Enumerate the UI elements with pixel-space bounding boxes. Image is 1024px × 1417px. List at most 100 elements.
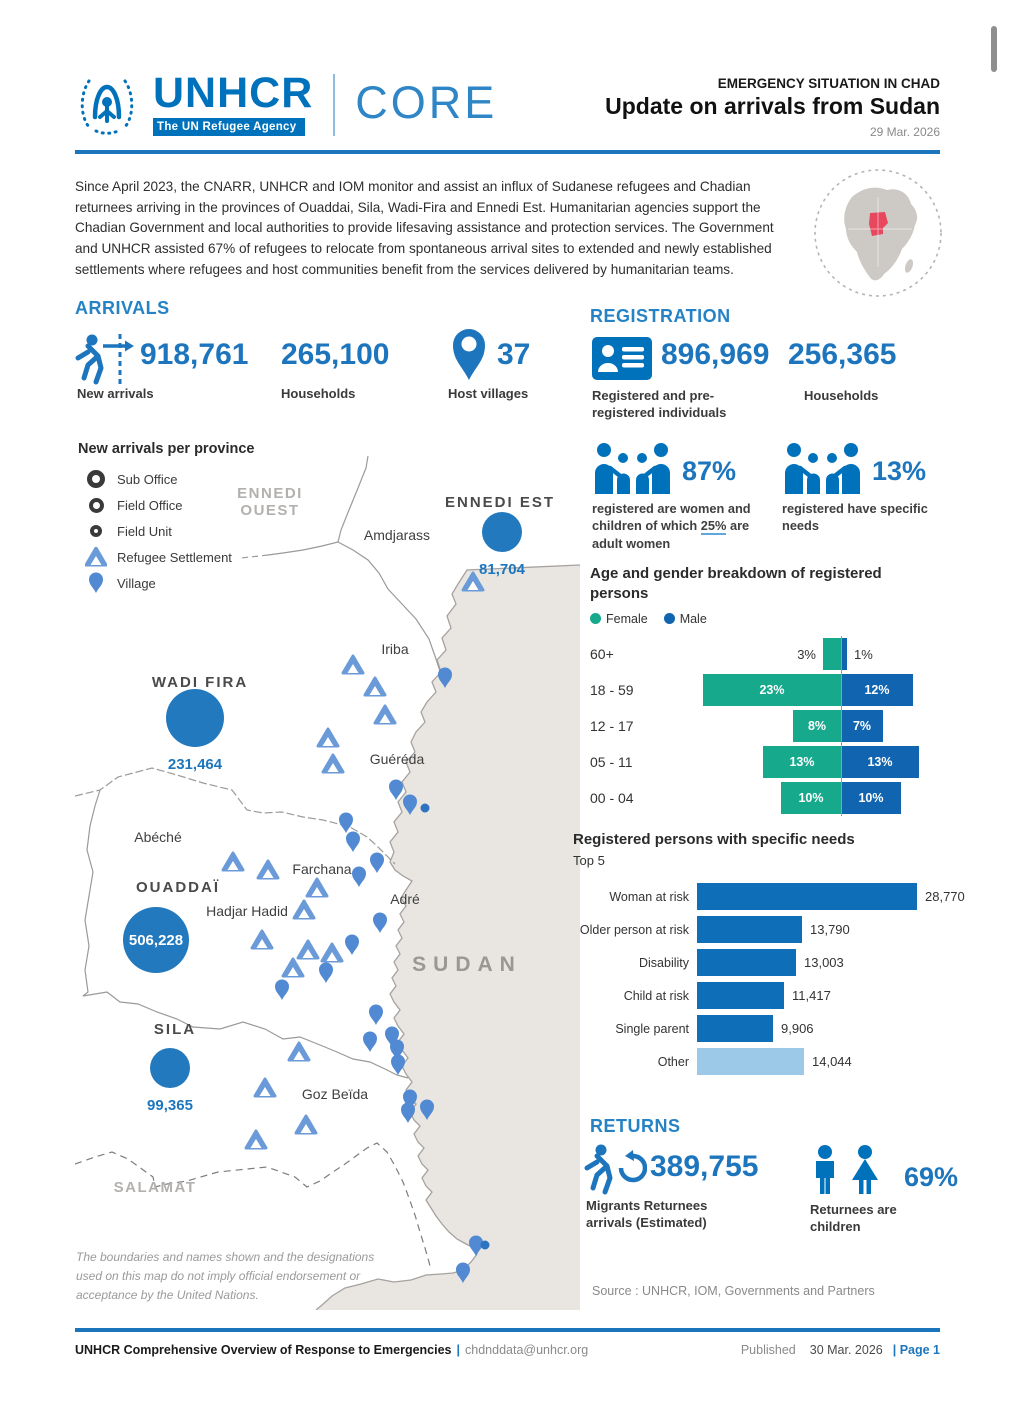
female-side: 13% xyxy=(648,746,841,778)
map-label: SUDAN xyxy=(412,953,522,976)
needs-bar xyxy=(697,949,796,976)
needs-value: 28,770 xyxy=(925,889,965,904)
needs-row: Single parent 9,906 xyxy=(573,1012,953,1045)
arrivals-bubble xyxy=(123,907,189,973)
female-side: 23% xyxy=(648,674,841,706)
needs-bar xyxy=(697,982,784,1009)
published-label: Published xyxy=(740,1343,796,1357)
village-icon xyxy=(275,979,289,1000)
footer-left: UNHCR Comprehensive Overview of Response… xyxy=(75,1343,588,1357)
needs-label: Child at risk xyxy=(623,988,689,1003)
village-icon xyxy=(391,1054,405,1075)
registered-individuals-label: Registered and pre-registered individual… xyxy=(592,388,727,420)
women-children-text: registered are women and children of whi… xyxy=(592,501,751,534)
male-bar: 7% xyxy=(841,710,883,742)
new-arrivals-value: 918,761 xyxy=(140,338,249,371)
email-link[interactable]: chdnddata@unhcr.org xyxy=(465,1343,589,1357)
male-bar: 12% xyxy=(841,674,913,706)
map-legend: Sub Office Field Office Field Unit Refugee … xyxy=(85,466,232,596)
needs-row: Disability 13,003 xyxy=(573,946,953,979)
legend-label: Field Unit xyxy=(117,523,172,539)
village-icon xyxy=(401,1102,415,1123)
map-label: Amdjarass xyxy=(364,527,430,543)
needs-label: Single parent xyxy=(615,1021,689,1036)
refugee-settlement-icon xyxy=(294,1114,318,1135)
legend-label: Field Office xyxy=(117,497,183,513)
map-label: Iriba xyxy=(381,641,408,657)
needs-label: Disability xyxy=(638,955,689,970)
refugee-settlement-icon xyxy=(253,1077,277,1098)
footer-rule xyxy=(75,1328,940,1332)
refugee-settlement-icon xyxy=(281,957,305,978)
sudan-region xyxy=(316,565,580,1310)
needs-chart-title: Registered persons with specific needs xyxy=(573,831,855,848)
female-bar: 8% xyxy=(793,710,841,742)
map-label: SALAMAT xyxy=(114,1179,197,1196)
needs-bar xyxy=(697,916,802,943)
age-group-label: 60+ xyxy=(590,646,614,662)
field-office-marker xyxy=(88,497,104,513)
runner-crossing-border-icon xyxy=(75,334,134,385)
footer-separator: | xyxy=(456,1343,461,1357)
refugee-settlement-icon xyxy=(305,877,329,898)
village-icon xyxy=(346,831,360,852)
page-number: | Page 1 xyxy=(892,1343,940,1357)
refugee-settlement-icon xyxy=(250,929,274,950)
bubble-value: 231,464 xyxy=(168,756,223,773)
village-dot-icon xyxy=(420,803,430,813)
age-gender-title: Age and gender breakdown of registered p… xyxy=(590,565,882,603)
unhcr-emblem-icon xyxy=(80,79,134,135)
map-label: Guéréda xyxy=(370,751,425,767)
needs-label: Other xyxy=(657,1054,689,1069)
female-side: 3% xyxy=(648,638,841,670)
needs-value: 13,790 xyxy=(810,922,850,937)
women-children-label: registered are women and children of whi… xyxy=(592,500,770,552)
pyramid-row: 05 - 11 13% 13% xyxy=(590,744,942,780)
pyramid-row: 00 - 04 10% 10% xyxy=(590,780,942,816)
women-children-pct: 87% xyxy=(682,456,737,486)
border-line xyxy=(315,564,580,1310)
province-line-salamat xyxy=(75,1142,432,1271)
province-map: 81,704 231,464 506,228 99,365 ENNEDI OUEST ENN… xyxy=(75,455,580,1310)
legend-item: Refugee Settlement xyxy=(85,544,232,570)
female-side: 8% xyxy=(648,710,841,742)
refugee-settlement-marker xyxy=(85,547,107,567)
village-icon xyxy=(373,912,387,933)
refugee-settlement-icon xyxy=(244,1129,268,1150)
family-icon xyxy=(595,443,670,494)
age-group-label: 18 - 59 xyxy=(590,682,634,698)
province-line-wadifira xyxy=(75,767,396,865)
legend-item: Sub Office xyxy=(85,466,232,492)
village-icon xyxy=(370,852,384,873)
legend-item: Field Unit xyxy=(85,518,232,544)
map-title: New arrivals per province xyxy=(78,441,255,457)
page-title: Update on arrivals from Sudan xyxy=(605,93,940,119)
legend-item: Village xyxy=(85,570,232,596)
needs-value: 11,417 xyxy=(792,988,831,1003)
pyramid-row: 12 - 17 8% 7% xyxy=(590,708,942,744)
female-bar xyxy=(823,638,841,670)
footer-right: Published 30 Mar. 2026 | Page 1 xyxy=(741,1343,940,1357)
age-gender-legend: Female Male xyxy=(590,612,723,626)
needs-label: Older person at risk xyxy=(579,922,689,937)
age-group-label: 12 - 17 xyxy=(590,718,634,734)
needs-value: 9,906 xyxy=(781,1021,814,1036)
footer-doc-name: UNHCR Comprehensive Overview of Response… xyxy=(75,1343,452,1357)
source-note: Source : UNHCR, IOM, Governments and Par… xyxy=(592,1284,875,1298)
refugee-settlement-icon xyxy=(287,1041,311,1062)
migrant-returnees-value: 389,755 xyxy=(650,1150,759,1183)
returnee-children-label: Returnees are children xyxy=(810,1202,897,1234)
refugee-settlement-icon xyxy=(363,676,387,697)
female-bar: 13% xyxy=(763,746,841,778)
map-label: ENNEDI EST xyxy=(445,494,555,511)
women-children-text-after: are adult women xyxy=(592,518,750,551)
arrivals-bubble xyxy=(482,512,522,552)
refugee-settlement-icon xyxy=(221,851,245,872)
road-west xyxy=(267,541,339,556)
village-marker xyxy=(89,572,103,593)
female-value: 3% xyxy=(797,646,816,662)
scrollbar-thumb[interactable] xyxy=(991,26,997,72)
new-arrivals-label: New arrivals xyxy=(77,386,154,401)
bubble-value: 506,228 xyxy=(129,932,183,949)
